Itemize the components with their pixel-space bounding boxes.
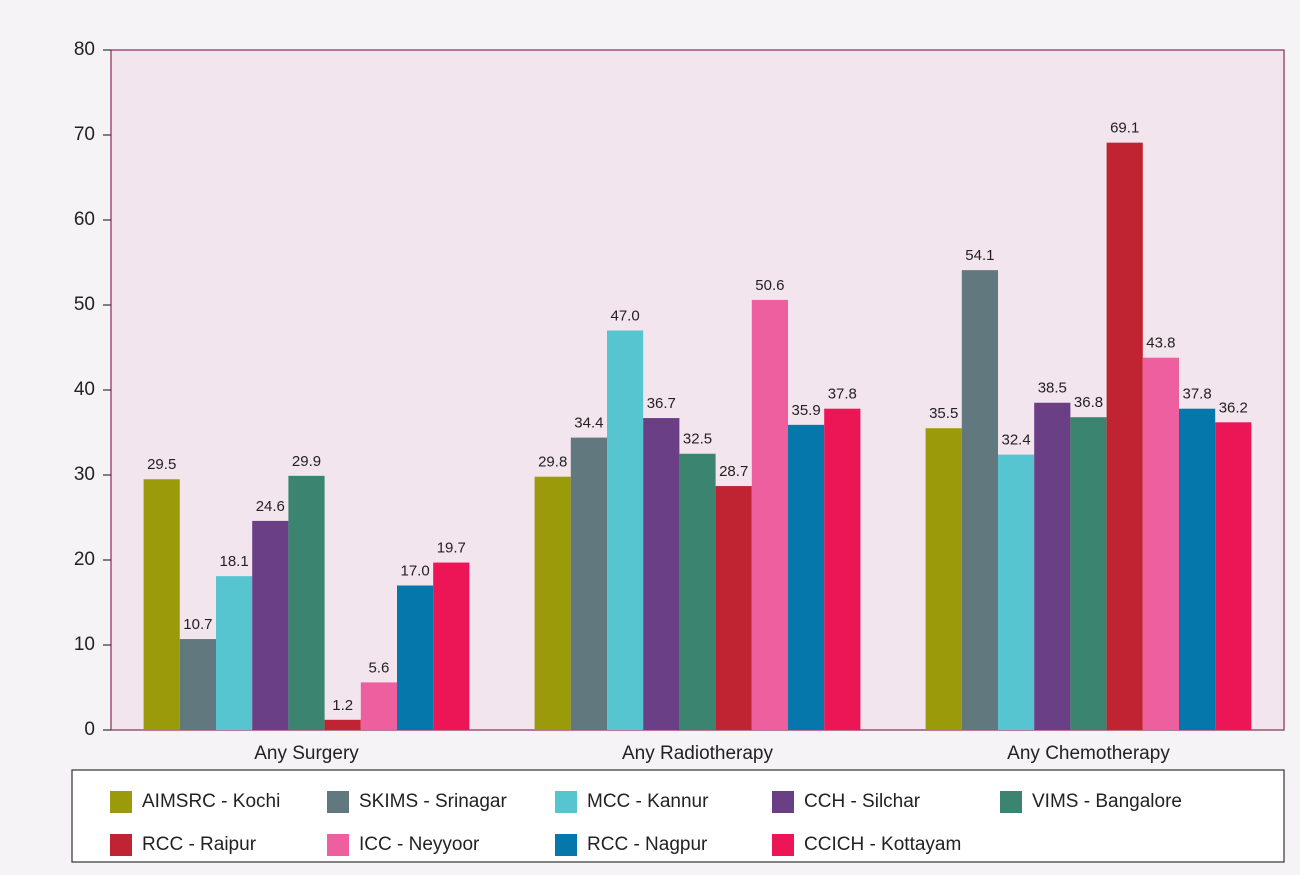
bar <box>643 418 680 730</box>
value-label: 38.5 <box>1038 380 1067 397</box>
legend-swatch <box>772 834 794 856</box>
bar <box>1142 357 1179 730</box>
value-label: 24.6 <box>256 498 285 515</box>
legend-swatch <box>327 791 349 813</box>
bar <box>925 428 962 730</box>
y-tick-label: 40 <box>74 379 95 400</box>
legend-swatch <box>772 791 794 813</box>
x-tick-label: Any Surgery <box>254 743 359 764</box>
value-label: 29.8 <box>538 454 567 471</box>
value-label: 18.1 <box>219 553 248 570</box>
value-label: 43.8 <box>1146 335 1175 352</box>
value-label: 47.0 <box>610 307 639 324</box>
y-tick-label: 80 <box>74 39 95 60</box>
value-label: 10.7 <box>183 616 212 633</box>
value-label: 50.6 <box>755 277 784 294</box>
legend <box>71 769 1285 863</box>
value-label: 35.9 <box>791 402 820 419</box>
value-label: 34.4 <box>574 415 603 432</box>
y-tick-label: 50 <box>74 294 95 315</box>
y-tick-label: 70 <box>74 124 95 145</box>
value-label: 17.0 <box>400 562 429 579</box>
legend-swatch <box>1000 791 1022 813</box>
legend-label: ICC - Neyyoor <box>359 834 480 855</box>
legend-label: RCC - Raipur <box>142 834 257 855</box>
y-tick-label: 20 <box>74 549 95 570</box>
value-label: 5.6 <box>368 659 389 676</box>
bar <box>216 576 253 730</box>
legend-label: RCC - Nagpur <box>587 834 708 855</box>
bar <box>288 475 325 730</box>
legend-label: CCICH - Kottayam <box>804 834 961 855</box>
value-label: 54.1 <box>965 247 994 264</box>
y-tick-label: 10 <box>74 634 95 655</box>
x-tick-label: Any Chemotherapy <box>1007 743 1170 764</box>
bar <box>607 330 644 730</box>
y-tick-label: 30 <box>74 464 95 485</box>
bar <box>715 486 752 730</box>
y-tick-label: 60 <box>74 209 95 230</box>
bar <box>1070 417 1107 730</box>
value-label: 36.7 <box>647 395 676 412</box>
bar <box>961 270 998 730</box>
value-label: 37.8 <box>828 386 857 403</box>
legend-swatch <box>555 791 577 813</box>
x-tick-label: Any Radiotherapy <box>622 743 774 764</box>
bar <box>252 520 289 730</box>
bar <box>143 479 180 730</box>
value-label: 37.8 <box>1182 386 1211 403</box>
bar <box>998 454 1035 730</box>
bar <box>1215 422 1252 730</box>
bar <box>324 719 361 730</box>
bar <box>179 639 216 730</box>
legend-label: SKIMS - Srinagar <box>359 791 507 812</box>
legend-label: VIMS - Bangalore <box>1032 791 1182 812</box>
value-label: 28.7 <box>719 463 748 480</box>
value-label: 29.5 <box>147 456 176 473</box>
value-label: 32.4 <box>1001 432 1030 449</box>
legend-label: CCH - Silchar <box>804 791 921 812</box>
legend-label: AIMSRC - Kochi <box>142 791 280 812</box>
legend-swatch <box>110 791 132 813</box>
bar <box>397 585 434 730</box>
legend-label: MCC - Kannur <box>587 791 709 812</box>
bar <box>1106 142 1143 730</box>
y-tick-label: 0 <box>84 719 95 740</box>
bar <box>751 299 788 730</box>
value-label: 29.9 <box>292 453 321 470</box>
bar <box>570 437 607 730</box>
bar <box>433 562 470 730</box>
bar <box>1179 408 1216 730</box>
bar <box>679 453 716 730</box>
bar <box>1034 402 1071 730</box>
value-label: 69.1 <box>1110 120 1139 137</box>
legend-swatch <box>110 834 132 856</box>
value-label: 35.5 <box>929 405 958 422</box>
value-label: 36.8 <box>1074 394 1103 411</box>
bar <box>824 408 861 730</box>
value-label: 19.7 <box>437 540 466 557</box>
bar <box>360 682 397 730</box>
value-label: 36.2 <box>1219 399 1248 416</box>
bar <box>788 424 825 730</box>
legend-swatch <box>555 834 577 856</box>
legend-swatch <box>327 834 349 856</box>
value-label: 32.5 <box>683 431 712 448</box>
bar <box>534 476 571 730</box>
value-label: 1.2 <box>332 697 353 714</box>
